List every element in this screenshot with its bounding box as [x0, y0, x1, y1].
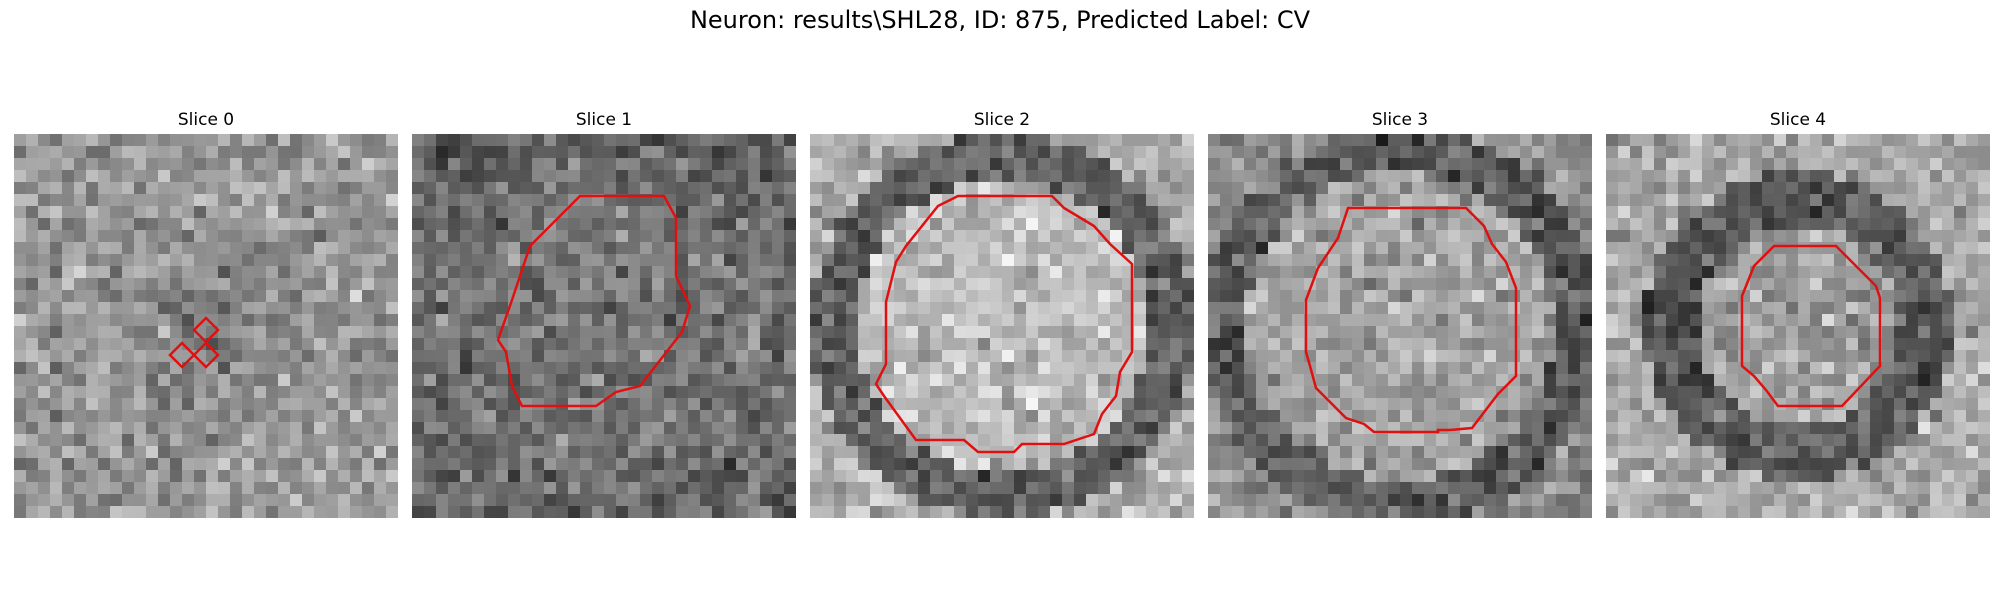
pixel-grid [1606, 134, 1990, 518]
pixel-grid [1208, 134, 1592, 518]
slice-title: Slice 3 [1371, 110, 1429, 130]
slice-title: Slice 4 [1769, 110, 1827, 130]
slice-panel-0: Slice 0 [14, 106, 398, 518]
slice-image-4 [1606, 134, 1990, 518]
slice-title: Slice 2 [973, 110, 1031, 130]
slice-image-1 [412, 134, 796, 518]
slice-image-0 [14, 134, 398, 518]
roi-contour [1304, 206, 1518, 434]
pixel-grid [412, 134, 796, 518]
slice-panel-4: Slice 4 [1606, 106, 1990, 518]
slice-image-2 [810, 134, 1194, 518]
figure-title: Neuron: results\SHL28, ID: 875, Predicte… [689, 6, 1311, 34]
slice-title: Slice 1 [575, 110, 633, 130]
slice-image-3 [1208, 134, 1592, 518]
roi-contour [874, 194, 1134, 454]
roi-contour [168, 316, 220, 369]
roi-contour [496, 194, 692, 408]
slice-panel-2: Slice 2 [810, 106, 1194, 518]
pixel-grid [14, 134, 398, 518]
roi-contour [1740, 244, 1882, 408]
slice-title: Slice 0 [177, 110, 235, 130]
slice-panel-3: Slice 3 [1208, 106, 1592, 518]
pixel-grid [810, 134, 1194, 518]
slice-panel-1: Slice 1 [412, 106, 796, 518]
